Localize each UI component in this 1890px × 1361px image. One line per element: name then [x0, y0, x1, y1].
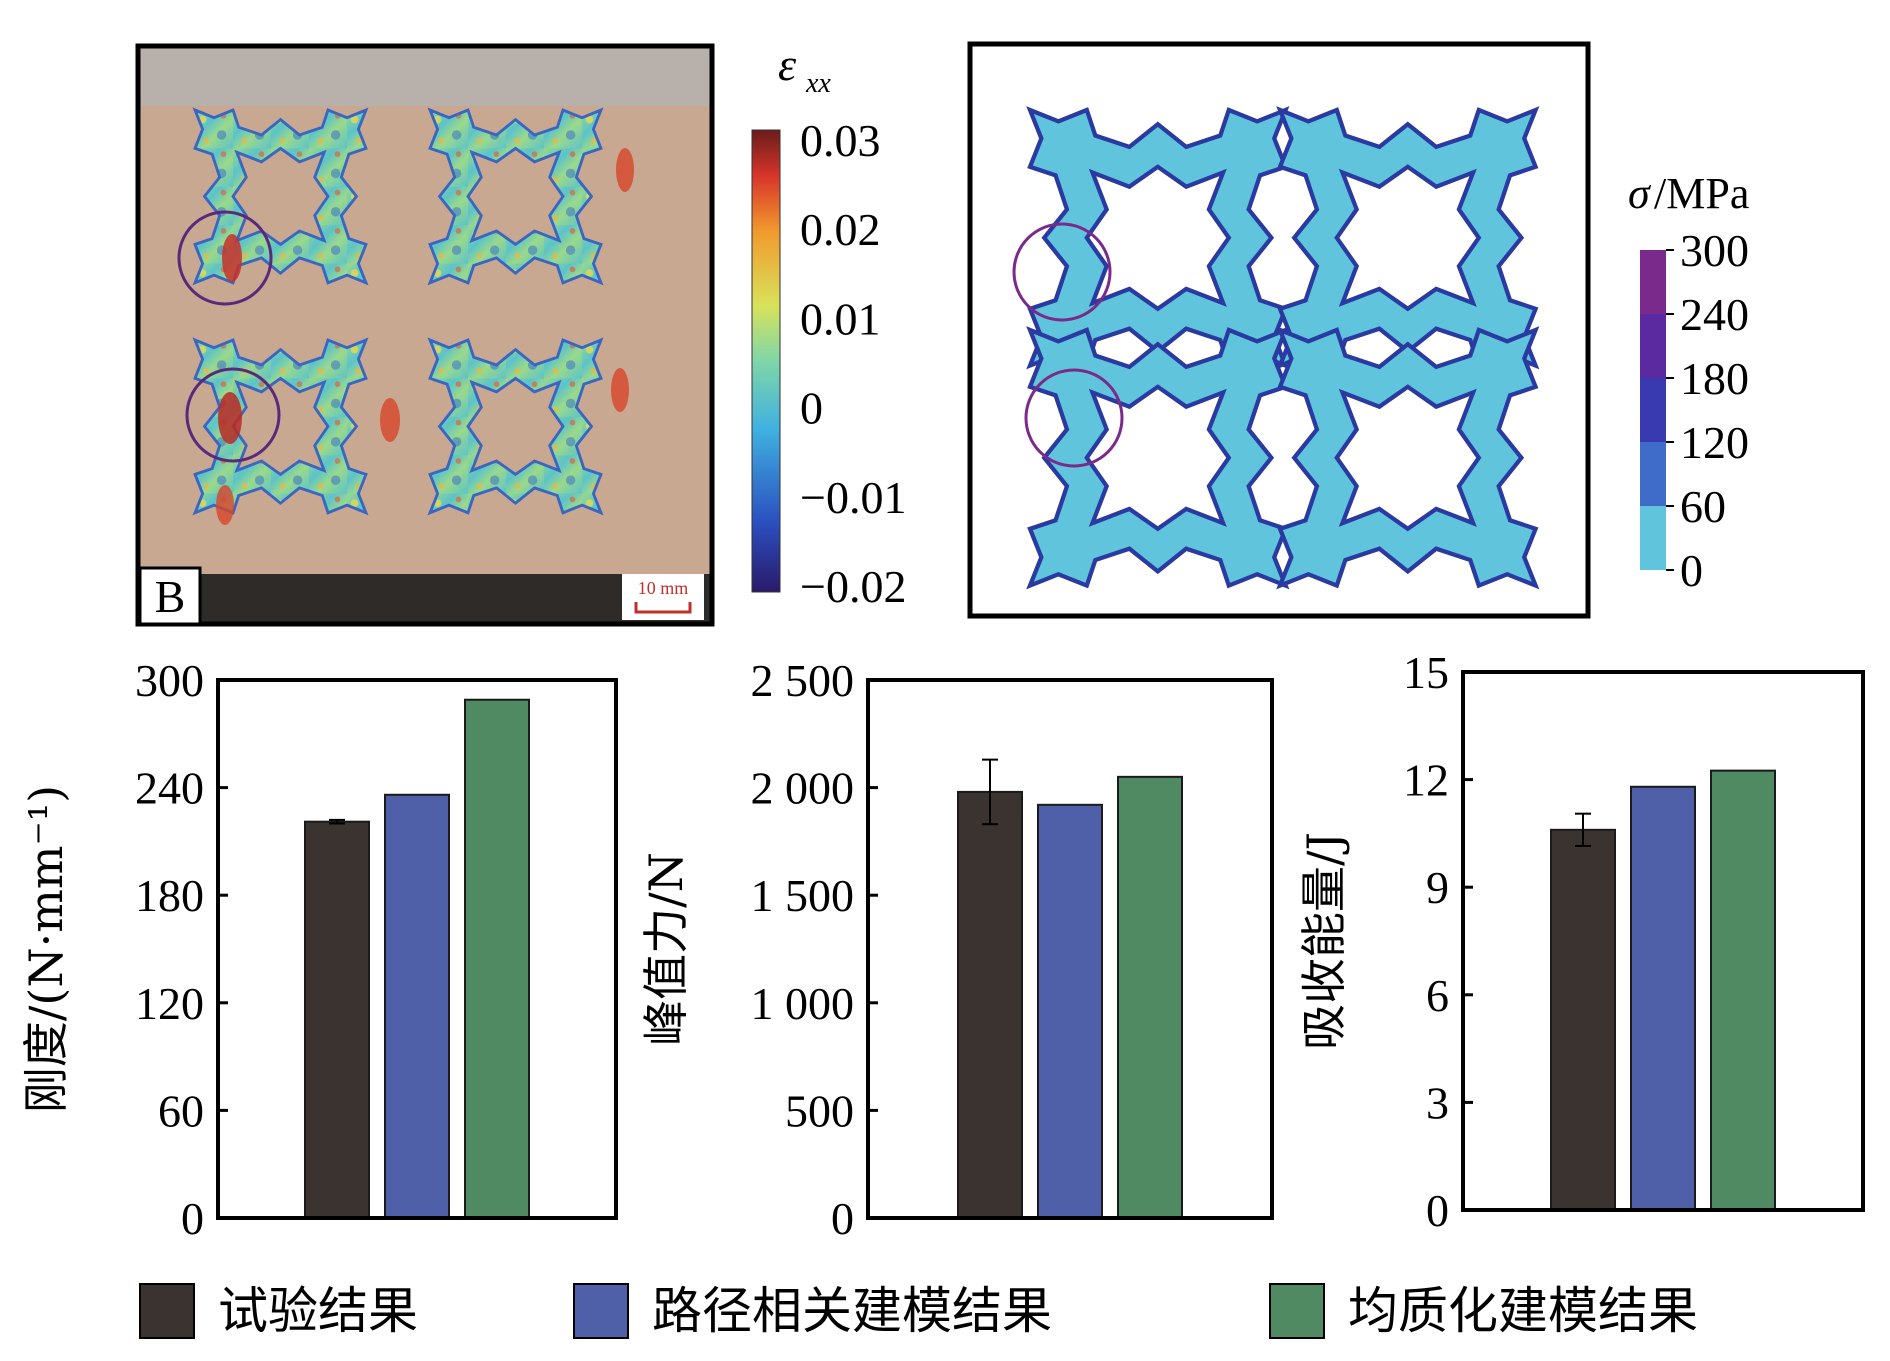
stress-colorbar: σ /MPa 300 240 180 120 60 0 [1628, 169, 1749, 596]
error-bar [329, 818, 345, 825]
bar-chart-2: 0 500 1 000 1 500 2 000 2 500 峰值力/N [639, 655, 1274, 1244]
stress-colorbar-tick-label: 300 [1680, 225, 1749, 276]
y-tick-label: 240 [135, 763, 204, 814]
y-axis-label: 吸收能量/J [1297, 832, 1351, 1050]
y-tick-label: 1 000 [751, 978, 855, 1029]
y-tick-label: 0 [181, 1193, 204, 1244]
strain-colorbar-tick-label: 0.02 [800, 204, 881, 255]
y-tick-label: 2 500 [751, 655, 855, 706]
bar-experiment [304, 820, 370, 1219]
stress-colorbar-symbol: σ [1628, 169, 1652, 218]
strain-hotspots [216, 148, 634, 525]
bar-experiment [957, 790, 1023, 1219]
highlight-circle-upper [177, 210, 273, 306]
y-tick-label: 6 [1426, 970, 1449, 1021]
strain-colorbar-gradient [751, 129, 781, 593]
y-tick-label: 12 [1403, 755, 1449, 806]
stress-colorbar-tick-label: 0 [1680, 545, 1703, 596]
strain-colorbar-tick-label: 0.03 [800, 115, 881, 166]
y-tick-label: 120 [135, 978, 204, 1029]
legend-item-path-model: 路径相关建模结果 [573, 1282, 1052, 1340]
strain-colorbar-tick-label: −0.01 [800, 472, 906, 523]
error-bar [1575, 812, 1591, 847]
legend-swatch-homog-model [1269, 1283, 1325, 1339]
plot-frame [216, 678, 618, 1220]
bar-chart-3: 0 3 6 9 12 15 吸收能量/J [1297, 647, 1865, 1236]
bar-path-model [1630, 785, 1696, 1211]
legend-item-experiment: 试验结果 [139, 1282, 418, 1340]
top-fixture [140, 48, 710, 106]
strain-photo-panel: B 10 mm [135, 43, 715, 627]
y-tick-label: 0 [831, 1193, 854, 1244]
legend-swatch-path-model [573, 1283, 629, 1339]
y-tick-label: 0 [1426, 1185, 1449, 1236]
stress-colorbar-tick-label: 120 [1680, 417, 1749, 468]
bar-experiment [1550, 828, 1616, 1212]
stress-colorbar-tick-label: 180 [1680, 353, 1749, 404]
strain-colorbar: ε xx 0.03 0.02 0.01 0 −0.01 −0.02 [751, 39, 906, 612]
bar-chart-1: 0 60 120 180 240 300 刚度/(N·mm⁻¹) [19, 655, 618, 1244]
y-tick-label: 60 [158, 1085, 204, 1136]
stress-colorbar-tick-label: 60 [1680, 481, 1726, 532]
stress-highlight-upper [1012, 222, 1112, 322]
y-tick-label: 300 [135, 655, 204, 706]
strain-colorbar-subscript: xx [805, 68, 831, 99]
strain-colorbar-tick-label: 0 [800, 383, 823, 434]
legend: 试验结果 路径相关建模结果 均质化建模结果 [139, 1282, 1698, 1340]
stress-colorbar-steps [1640, 250, 1666, 570]
strain-colorbar-symbol: ε [778, 39, 797, 90]
scale-bar-label: 10 mm [638, 578, 689, 598]
legend-label-homog-model: 均质化建模结果 [1348, 1282, 1698, 1340]
highlight-circle-lower [185, 367, 281, 463]
stress-colorbar-unit: /MPa [1654, 169, 1749, 218]
y-tick-label: 1 500 [751, 870, 855, 921]
stress-sim-panel [967, 41, 1591, 619]
stress-colorbar-tick-label: 240 [1680, 289, 1749, 340]
y-tick-label: 500 [785, 1085, 854, 1136]
stress-highlight-lower [1024, 368, 1124, 468]
y-tick-label: 2 000 [751, 763, 855, 814]
scale-bar [634, 602, 692, 614]
bottom-fixture [140, 574, 710, 624]
y-axis-label: 刚度/(N·mm⁻¹) [19, 785, 73, 1113]
strain-colorbar-tick-label: 0.01 [800, 293, 881, 344]
plot-frame [1461, 670, 1865, 1212]
legend-swatch-experiment [139, 1283, 195, 1339]
bar-path-model [384, 793, 450, 1219]
plot-frame [866, 678, 1274, 1220]
bar-homog-model [464, 698, 530, 1219]
y-tick-label: 180 [135, 870, 204, 921]
panel-label-box [138, 566, 202, 626]
bar-homog-model [1710, 769, 1776, 1212]
y-tick-label: 15 [1403, 647, 1449, 698]
legend-label-path-model: 路径相关建模结果 [652, 1282, 1052, 1340]
legend-label-experiment: 试验结果 [218, 1282, 418, 1340]
y-axis-label: 峰值力/N [639, 852, 693, 1046]
strain-photo-frame [135, 43, 715, 627]
bar-path-model [1037, 803, 1103, 1219]
y-tick-label: 3 [1426, 1077, 1449, 1128]
y-tick-label: 9 [1426, 862, 1449, 913]
error-bar [982, 758, 998, 826]
legend-item-homog-model: 均质化建模结果 [1269, 1282, 1698, 1340]
strain-colorbar-tick-label: −0.02 [800, 561, 906, 612]
panel-label: B [155, 571, 186, 622]
bar-homog-model [1117, 775, 1183, 1220]
